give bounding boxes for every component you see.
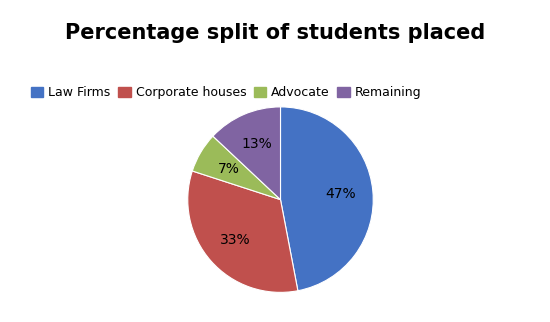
Text: 47%: 47% (325, 187, 356, 201)
Wedge shape (192, 136, 280, 200)
Text: Percentage split of students placed: Percentage split of students placed (65, 23, 485, 43)
Text: 13%: 13% (241, 137, 272, 151)
Wedge shape (280, 107, 373, 291)
Text: 33%: 33% (220, 232, 251, 247)
Legend: Law Firms, Corporate houses, Advocate, Remaining: Law Firms, Corporate houses, Advocate, R… (28, 83, 424, 101)
Text: 7%: 7% (218, 162, 240, 176)
Wedge shape (213, 107, 280, 200)
Wedge shape (188, 171, 298, 292)
